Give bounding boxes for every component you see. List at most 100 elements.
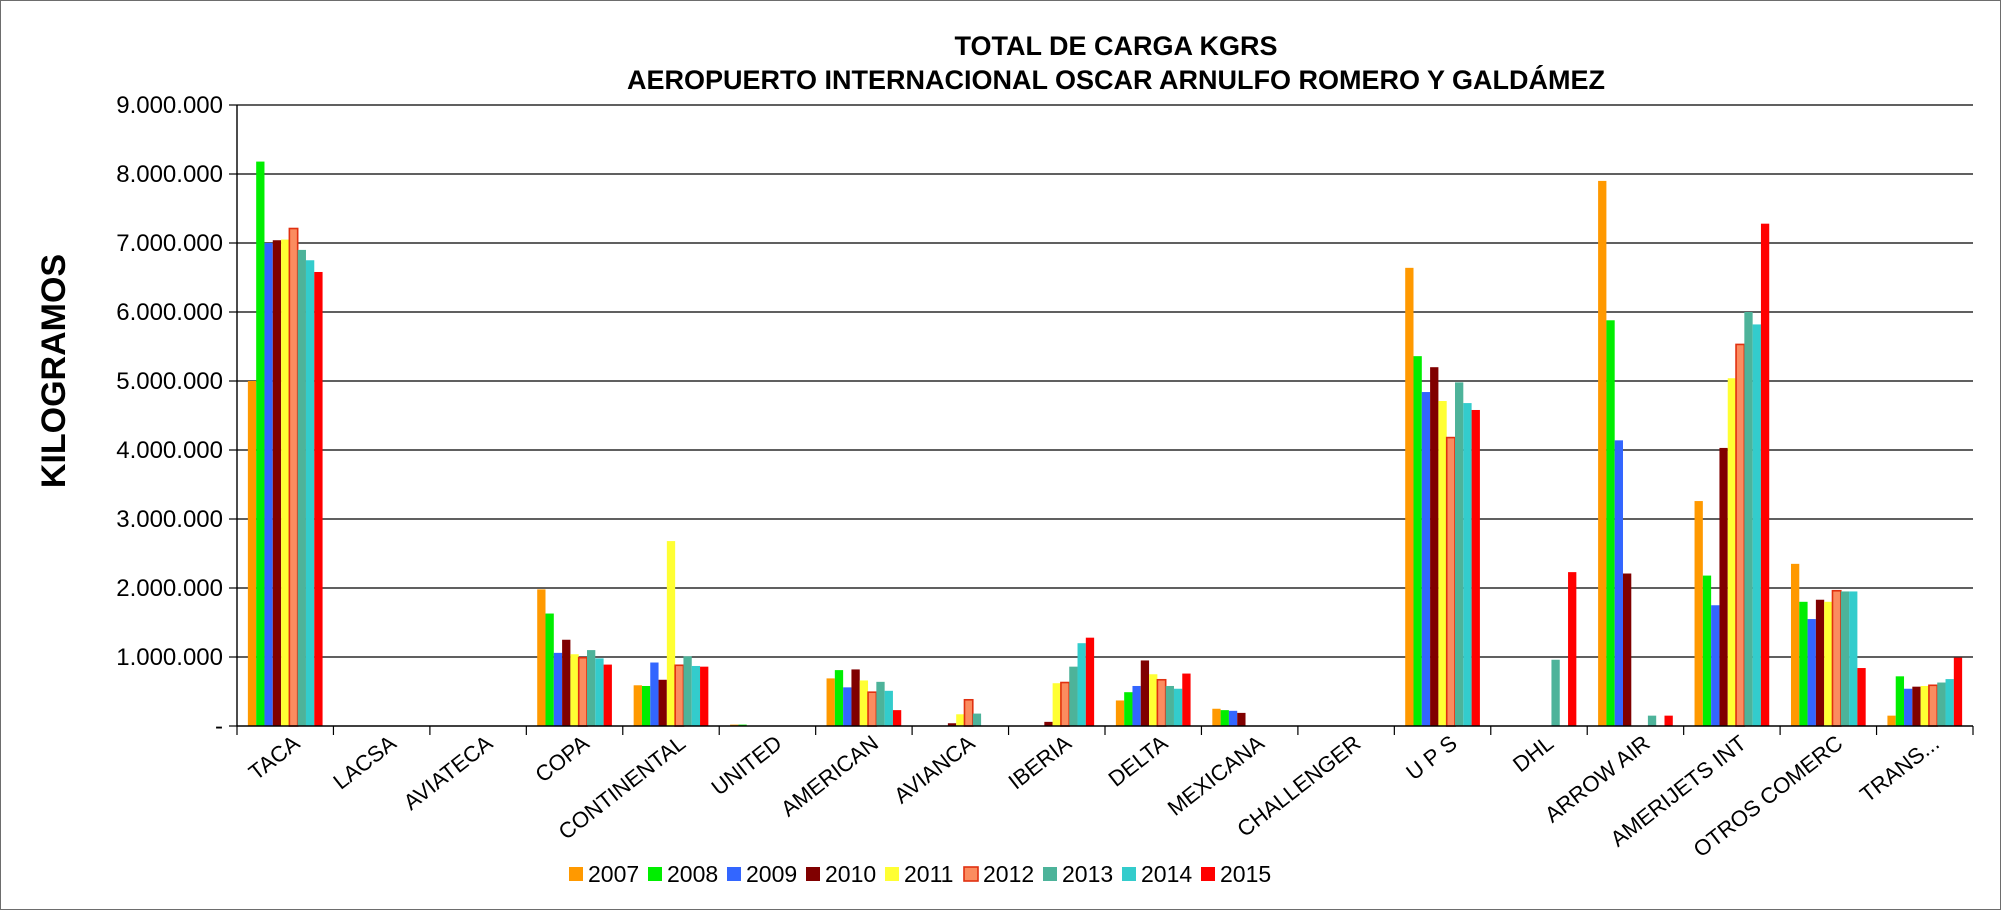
bar-2011: [570, 654, 579, 726]
bar-2014: [1173, 688, 1183, 726]
legend-swatch-2009: [727, 867, 741, 881]
bar-2015: [1182, 673, 1191, 726]
legend-swatch-2014: [1122, 867, 1136, 881]
x-tick-label: TACA: [244, 730, 305, 785]
bar-2007: [537, 589, 546, 726]
legend-swatch-2010: [806, 867, 820, 881]
bar-2011: [1727, 378, 1737, 726]
bar-2008: [1606, 320, 1615, 726]
x-tick-label: DHL: [1508, 730, 1558, 777]
y-tick-label: 2.000.000: [116, 575, 223, 602]
legend-swatch-2007: [569, 867, 583, 881]
bar-2013: [1455, 382, 1464, 726]
bar-2008: [1124, 692, 1133, 726]
legend-label: 2010: [825, 861, 876, 887]
legend-swatch-2015: [1201, 867, 1215, 881]
bar-2007: [1115, 700, 1125, 726]
bar-2012: [288, 227, 299, 727]
bar-2008: [545, 613, 554, 726]
bar-2011: [956, 714, 965, 726]
bar-2014: [1945, 679, 1954, 726]
bar-2010: [562, 639, 571, 726]
bar-2010: [1815, 599, 1825, 726]
x-tick-label: U P S: [1401, 730, 1461, 785]
bar-2009: [1904, 688, 1913, 726]
x-tick-label: DELTA: [1104, 730, 1173, 792]
bar-2010: [658, 679, 667, 726]
bar-2012: [1060, 681, 1071, 727]
y-tick-label: 3.000.000: [116, 506, 223, 533]
bar-2013: [1744, 312, 1753, 726]
bar-2015: [700, 666, 709, 726]
bar-2009: [1807, 619, 1816, 726]
legend: 2007 2008 2009 2010 2011 2012 2013 2014 2015: [569, 861, 1271, 887]
legend-label: 2008: [667, 861, 718, 887]
bar-2009: [553, 652, 563, 726]
bar-2008: [834, 670, 844, 726]
bar-2009: [1228, 710, 1238, 726]
legend-swatch-2013: [1043, 867, 1057, 881]
bar-2011: [1149, 674, 1158, 726]
bar-2013: [1551, 659, 1560, 726]
bar-2008: [641, 685, 651, 726]
bar-2010: [1237, 712, 1246, 726]
x-tick-label: AVIANCA: [889, 730, 979, 808]
bar-2007: [1694, 501, 1703, 726]
bar-2014: [305, 260, 315, 726]
chart-subtitle: AEROPUERTO INTERNACIONAL OSCAR ARNULFO R…: [627, 64, 1605, 95]
bar-2015: [314, 271, 323, 726]
bar-2007: [1405, 267, 1414, 726]
bar-2010: [851, 669, 860, 726]
y-tick-label: 9.000.000: [116, 92, 223, 119]
bar-2012: [577, 656, 588, 727]
y-tick-label: -: [215, 713, 223, 740]
bar-2011: [1052, 683, 1061, 726]
bar-2012: [674, 664, 685, 727]
bar-2013: [297, 249, 306, 726]
bar-2007: [1887, 715, 1896, 726]
x-tick-label: UNITED: [707, 730, 787, 800]
bar-2007: [1212, 708, 1221, 726]
bar-2009: [1614, 440, 1623, 726]
x-tick-label: IBERIA: [1004, 730, 1076, 794]
bar-2013: [683, 656, 692, 726]
bar-2015: [1085, 637, 1095, 726]
bar-2007: [247, 381, 257, 726]
legend-swatch-2011: [885, 867, 899, 881]
legend-swatch-2008: [648, 867, 662, 881]
bar-2012: [867, 691, 878, 727]
bar-2008: [256, 161, 265, 726]
bar-2007: [1598, 180, 1607, 726]
y-tick-label: 8.000.000: [116, 161, 223, 188]
bar-2012: [1735, 343, 1746, 727]
bar-2012: [1831, 589, 1842, 727]
bar-2008: [1413, 356, 1422, 726]
legend-label: 2009: [746, 861, 797, 887]
bar-2010: [1912, 686, 1921, 726]
legend-label: 2014: [1141, 861, 1192, 887]
legend-label: 2013: [1062, 861, 1113, 887]
bar-2009: [650, 662, 659, 726]
bar-2012: [1928, 684, 1939, 727]
bar-2014: [595, 658, 604, 726]
bar-2007: [633, 685, 642, 726]
bar-2008: [1895, 676, 1905, 726]
bar-2008: [1220, 710, 1229, 726]
bar-2013: [1840, 591, 1850, 726]
bar-2011: [1920, 685, 1929, 726]
axes: [236, 105, 1974, 735]
bar-2010: [947, 723, 957, 726]
bar-2011: [1438, 401, 1447, 726]
x-tick-label: AMERICAN: [776, 730, 883, 821]
bar-2013: [587, 650, 596, 726]
bar-2015: [1857, 668, 1866, 726]
legend-label: 2015: [1220, 861, 1271, 887]
y-axis-label: KILOGRAMOS: [35, 254, 73, 488]
legend-label: 2012: [983, 861, 1034, 887]
y-tick-label: 4.000.000: [116, 437, 223, 464]
bar-2014: [1849, 591, 1858, 726]
bar-2011: [281, 239, 290, 727]
bar-2009: [1132, 685, 1141, 726]
